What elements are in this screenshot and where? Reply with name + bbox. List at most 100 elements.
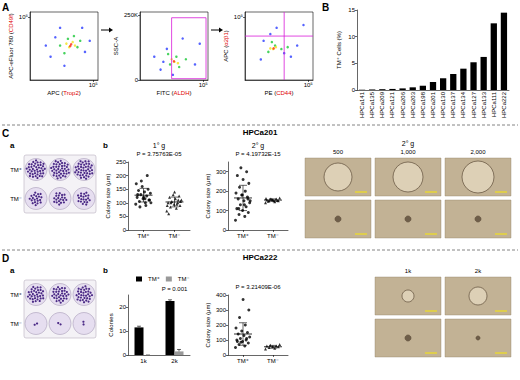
svg-text:): )	[223, 30, 229, 32]
svg-text:10⁵: 10⁵	[304, 82, 314, 88]
svg-text:250K: 250K	[124, 12, 138, 18]
svg-text:a: a	[10, 141, 15, 150]
svg-text:1,000: 1,000	[400, 149, 416, 155]
svg-text:HPCa206: HPCa206	[400, 91, 406, 118]
svg-text:200: 200	[216, 322, 227, 328]
svg-text:2k: 2k	[475, 268, 482, 274]
svg-text:HPCa121: HPCa121	[389, 91, 395, 118]
svg-text:300: 300	[216, 169, 227, 175]
svg-text:Trop2: Trop2	[63, 90, 79, 96]
svg-text:HPCa133: HPCa133	[481, 91, 487, 118]
svg-text:a: a	[10, 266, 15, 275]
svg-text:): )	[8, 13, 14, 15]
svg-text:TM⁺: TM⁺	[148, 276, 160, 282]
svg-text:P = 0.001: P = 0.001	[162, 286, 188, 292]
svg-text:): )	[190, 90, 192, 96]
svg-text:10⁵: 10⁵	[89, 82, 99, 88]
svg-text:B: B	[322, 2, 329, 13]
svg-text:5: 5	[352, 60, 356, 66]
svg-text:100: 100	[116, 200, 127, 206]
svg-text:APC-eFluor 780 (: APC-eFluor 780 (	[8, 32, 14, 79]
svg-text:Colonies: Colonies	[108, 313, 114, 336]
svg-text:10⁵: 10⁵	[199, 82, 209, 88]
svg-text:A: A	[2, 2, 9, 13]
svg-text:10: 10	[119, 328, 126, 334]
svg-text:HPCa141: HPCa141	[359, 91, 365, 118]
svg-text:500: 500	[333, 149, 344, 155]
svg-text:0: 0	[223, 227, 227, 233]
svg-text:20: 20	[119, 304, 126, 310]
svg-text:250: 250	[116, 159, 127, 165]
svg-text:HPCa201: HPCa201	[243, 128, 278, 137]
svg-text:200: 200	[116, 173, 127, 179]
svg-text:2k: 2k	[171, 358, 178, 364]
svg-text:Colony size (μm): Colony size (μm)	[205, 173, 211, 218]
svg-text:2,000: 2,000	[470, 149, 486, 155]
svg-text:HPCa111: HPCa111	[491, 91, 497, 117]
svg-text:SSC-A: SSC-A	[113, 37, 119, 55]
svg-text:TM⁻: TM⁻	[10, 196, 22, 202]
svg-text:15: 15	[348, 7, 355, 13]
svg-text:0: 0	[352, 87, 356, 93]
svg-text:HPCa127: HPCa127	[471, 91, 477, 118]
svg-text:P = 4.19732E-15: P = 4.19732E-15	[235, 151, 281, 157]
svg-text:P = 3.21409E-06: P = 3.21409E-06	[235, 284, 281, 290]
svg-text:ALDH: ALDH	[173, 90, 189, 96]
svg-text:HPCa130: HPCa130	[440, 91, 446, 118]
svg-text:HPCa135: HPCa135	[369, 91, 375, 118]
svg-text:10⁵: 10⁵	[19, 14, 29, 20]
svg-text:0: 0	[223, 352, 227, 358]
svg-text:2° g: 2° g	[252, 142, 265, 150]
svg-text:APC (: APC (	[47, 90, 63, 96]
svg-text:HPCa209: HPCa209	[379, 91, 385, 118]
svg-text:HPCa134: HPCa134	[460, 91, 466, 118]
svg-text:TM⁻: TM⁻	[267, 358, 279, 364]
svg-text:α2β1: α2β1	[223, 32, 229, 46]
svg-text:TM⁺: TM⁺	[10, 167, 22, 173]
svg-text:200: 200	[216, 188, 227, 194]
svg-text:P = 3.75763E-05: P = 3.75763E-05	[136, 151, 182, 157]
svg-text:TM⁺: TM⁺	[138, 233, 150, 239]
svg-text:Colony size (μm): Colony size (μm)	[205, 302, 211, 347]
svg-text:HPCa198: HPCa198	[420, 91, 426, 118]
svg-text:0: 0	[135, 77, 139, 83]
svg-text:0: 0	[123, 352, 127, 358]
svg-text:10⁵: 10⁵	[234, 14, 244, 20]
svg-text:APC (: APC (	[223, 46, 229, 62]
svg-text:100: 100	[216, 208, 227, 214]
svg-text:b: b	[103, 141, 108, 150]
svg-text:TM⁺: TM⁺	[237, 233, 249, 239]
svg-text:1k: 1k	[405, 268, 412, 274]
svg-text:CD49f: CD49f	[8, 15, 14, 32]
svg-text:150: 150	[116, 186, 127, 192]
svg-text:10: 10	[348, 34, 355, 40]
svg-text:HPCa137: HPCa137	[450, 91, 456, 118]
svg-text:50: 50	[119, 213, 126, 219]
svg-text:FITC (: FITC (	[156, 90, 173, 96]
svg-text:TM⁻: TM⁻	[169, 233, 181, 239]
svg-text:TM⁺ Cells (%): TM⁺ Cells (%)	[336, 31, 342, 69]
svg-text:): )	[292, 90, 294, 96]
svg-text:400: 400	[216, 292, 227, 298]
svg-text:100: 100	[216, 337, 227, 343]
svg-text:1k: 1k	[140, 358, 147, 364]
svg-text:PE (: PE (	[264, 90, 276, 96]
svg-text:D: D	[2, 253, 9, 264]
svg-text:1° g: 1° g	[153, 142, 166, 150]
svg-text:TM⁻: TM⁻	[178, 276, 190, 282]
svg-text:C: C	[2, 128, 9, 139]
svg-text:CD44: CD44	[276, 90, 292, 96]
svg-text:HPCa203: HPCa203	[410, 91, 416, 118]
svg-text:2° g: 2° g	[402, 140, 415, 148]
svg-text:0: 0	[123, 227, 127, 233]
svg-text:HPCa222: HPCa222	[243, 253, 278, 262]
svg-text:TM⁺: TM⁺	[237, 358, 249, 364]
svg-text:Colony size (μm): Colony size (μm)	[105, 173, 111, 218]
svg-text:HPCa222: HPCa222	[501, 91, 507, 118]
svg-text:HPCa201: HPCa201	[430, 91, 436, 118]
svg-text:TM⁻: TM⁻	[10, 321, 22, 327]
svg-text:TM⁻: TM⁻	[267, 233, 279, 239]
svg-text:300: 300	[216, 307, 227, 313]
svg-text:): )	[79, 90, 81, 96]
svg-text:TM⁺: TM⁺	[10, 292, 22, 298]
